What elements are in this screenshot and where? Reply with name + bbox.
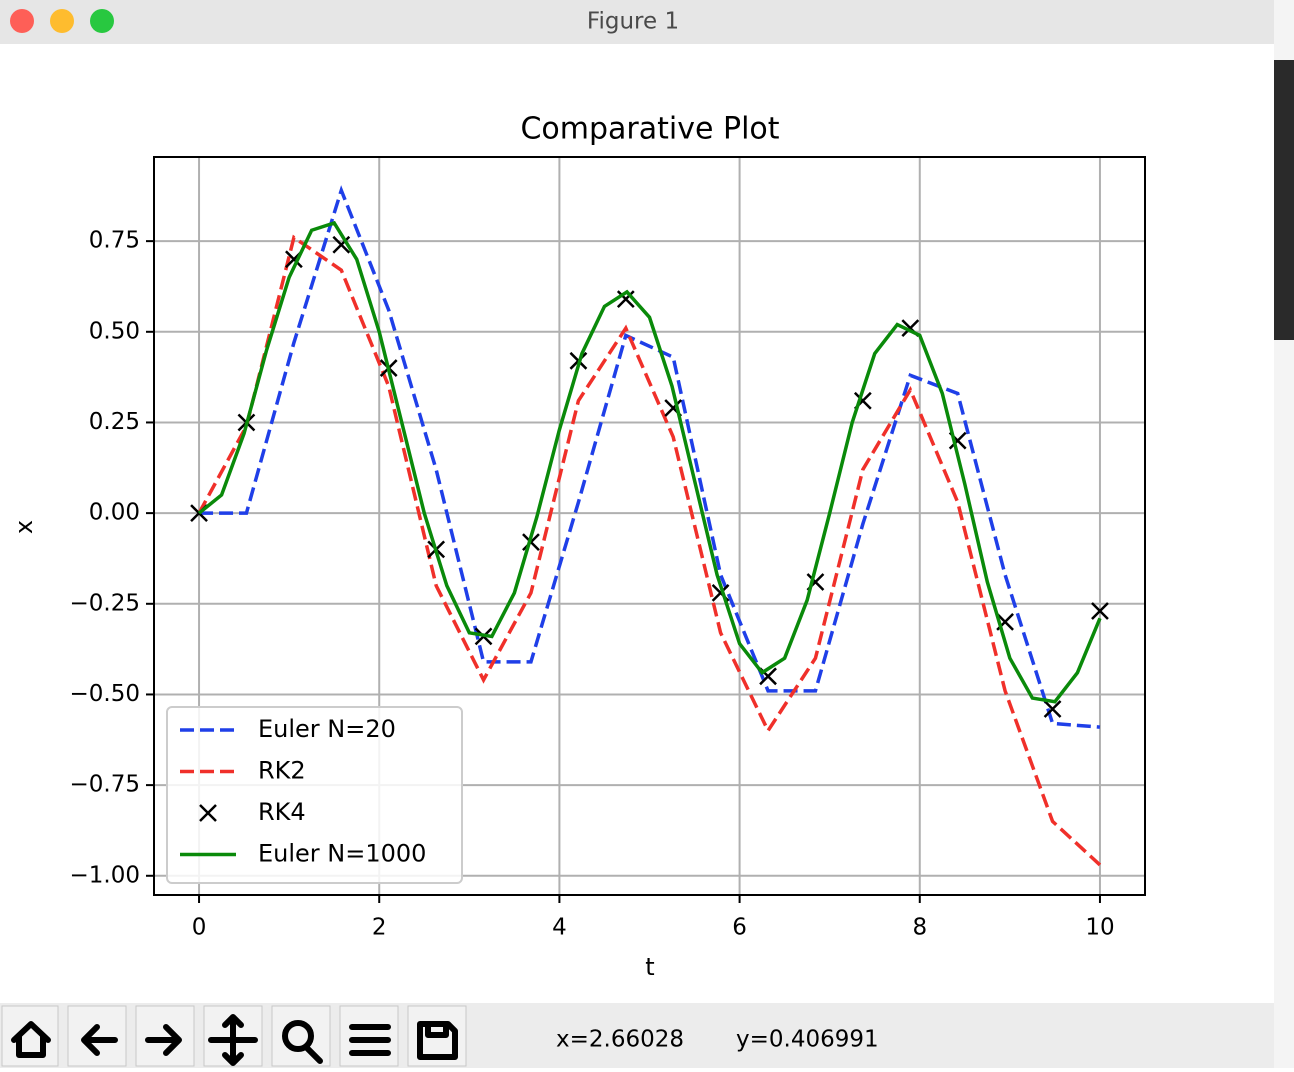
series-line	[197, 220, 1102, 704]
toolbar-icon	[349, 1024, 391, 1056]
y-tick-label: 0.75	[89, 228, 140, 254]
series-line	[197, 234, 1102, 867]
y-tick-label: 0.50	[89, 318, 140, 344]
legend-label: RK2	[258, 757, 306, 785]
toolbar-button[interactable]	[271, 1005, 331, 1067]
toolbar-icon	[303, 1044, 323, 1064]
legend-box	[166, 706, 463, 884]
x-tick-label: 2	[372, 915, 387, 941]
background-window	[1274, 60, 1294, 340]
y-tick-label: 0.00	[89, 500, 140, 526]
toolbar-icon	[282, 1020, 314, 1052]
zoom-button[interactable]	[90, 9, 114, 33]
toolbar-icon	[11, 1021, 51, 1058]
close-button[interactable]	[10, 9, 34, 33]
rk4-marker	[332, 235, 351, 254]
rk4-marker	[1043, 700, 1062, 718]
y-tick-label: −1.00	[70, 862, 140, 888]
y-axis-label: x	[10, 520, 38, 534]
minimize-button[interactable]	[50, 9, 74, 33]
toolbar-button[interactable]	[67, 1005, 127, 1067]
plot-frame	[153, 156, 1146, 896]
window-title: Figure 1	[587, 9, 679, 35]
x-tick-label: 4	[552, 915, 567, 941]
rk4-marker	[616, 290, 635, 309]
series-line	[199, 185, 1101, 729]
y-tick-label: −0.25	[70, 590, 140, 616]
legend-swatch	[199, 804, 217, 822]
title-bar	[0, 0, 1274, 44]
legend-label: Euler N=1000	[258, 840, 426, 868]
toolbar-icon	[417, 1021, 458, 1060]
legend-label: Euler N=20	[258, 715, 396, 743]
toolbar-buttons	[1, 1005, 467, 1067]
x-tick-label: 6	[732, 915, 747, 941]
toolbar-button[interactable]	[339, 1005, 399, 1067]
status-y: y=0.406991	[736, 1027, 879, 1053]
x-axis-label: t	[645, 953, 654, 981]
y-tick-label: 0.25	[89, 409, 140, 435]
legend-label: RK4	[258, 798, 306, 826]
y-tick-label: −0.75	[70, 772, 140, 798]
x-tick-label: 0	[192, 915, 207, 941]
toolbar-icon	[81, 1024, 118, 1056]
rk4-marker	[1091, 602, 1109, 620]
chart-title: Comparative Plot	[520, 112, 779, 147]
toolbar-icon	[208, 1014, 258, 1066]
status-x: x=2.66028	[556, 1027, 684, 1053]
x-tick-label: 8	[912, 915, 927, 941]
x-tick-label: 10	[1085, 915, 1114, 941]
toolbar-icon	[145, 1024, 182, 1056]
toolbar-button[interactable]	[135, 1005, 195, 1067]
y-tick-label: −0.50	[70, 681, 140, 707]
